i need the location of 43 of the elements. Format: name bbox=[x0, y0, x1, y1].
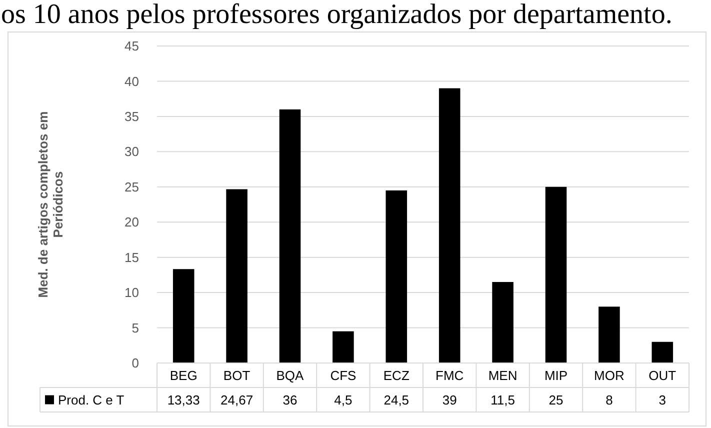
bar bbox=[226, 189, 248, 363]
y-tick-label: 20 bbox=[124, 214, 139, 230]
y-tick-label: 30 bbox=[124, 144, 139, 160]
x-tick-label: MIP bbox=[544, 368, 568, 383]
y-tick-label: 5 bbox=[132, 320, 139, 336]
y-tick-label: 45 bbox=[124, 38, 139, 54]
bar bbox=[332, 331, 354, 363]
bar bbox=[545, 186, 567, 363]
bar bbox=[438, 88, 460, 363]
x-tick-label: BQA bbox=[276, 368, 304, 383]
bar bbox=[598, 306, 620, 363]
x-tick-label: BOT bbox=[223, 368, 250, 383]
x-tick-label: ECZ bbox=[383, 368, 410, 383]
data-label: 8 bbox=[606, 392, 613, 408]
bar bbox=[652, 342, 674, 363]
legend-label: Prod. C e T bbox=[58, 392, 124, 408]
y-tick-label: 40 bbox=[124, 74, 139, 89]
x-tick-label: OUT bbox=[648, 368, 676, 383]
y-tick-label: 35 bbox=[124, 108, 139, 124]
y-tick-label: 15 bbox=[124, 250, 139, 265]
x-tick-label: MOR bbox=[594, 368, 624, 383]
data-label: 25 bbox=[548, 392, 564, 408]
x-tick-label: BEG bbox=[170, 368, 198, 383]
x-tick-label: MEN bbox=[488, 368, 518, 383]
data-label: 39 bbox=[442, 392, 457, 408]
data-label: 4,5 bbox=[334, 392, 352, 408]
data-label: 3 bbox=[658, 392, 666, 408]
text: os 10 anos pelos professores organizados por departamento. bbox=[1, 0, 672, 30]
y-tick-label: 10 bbox=[124, 285, 139, 300]
y-tick-label: 25 bbox=[124, 179, 139, 194]
y-tick-label: 0 bbox=[132, 356, 139, 371]
data-label: 36 bbox=[282, 392, 298, 408]
data-label: 24,67 bbox=[220, 392, 254, 408]
data-label: 24,5 bbox=[384, 392, 410, 408]
bar bbox=[172, 269, 194, 363]
x-tick-label: CFS bbox=[330, 368, 357, 383]
x-tick-label: FMC bbox=[436, 368, 464, 383]
bar bbox=[386, 190, 408, 363]
y-axis-title: Med. de artigos completos em Periódicos bbox=[36, 111, 66, 298]
bar bbox=[279, 109, 301, 363]
data-label: 13,33 bbox=[167, 392, 200, 408]
bar bbox=[492, 282, 514, 363]
data-label: 11,5 bbox=[490, 392, 515, 408]
